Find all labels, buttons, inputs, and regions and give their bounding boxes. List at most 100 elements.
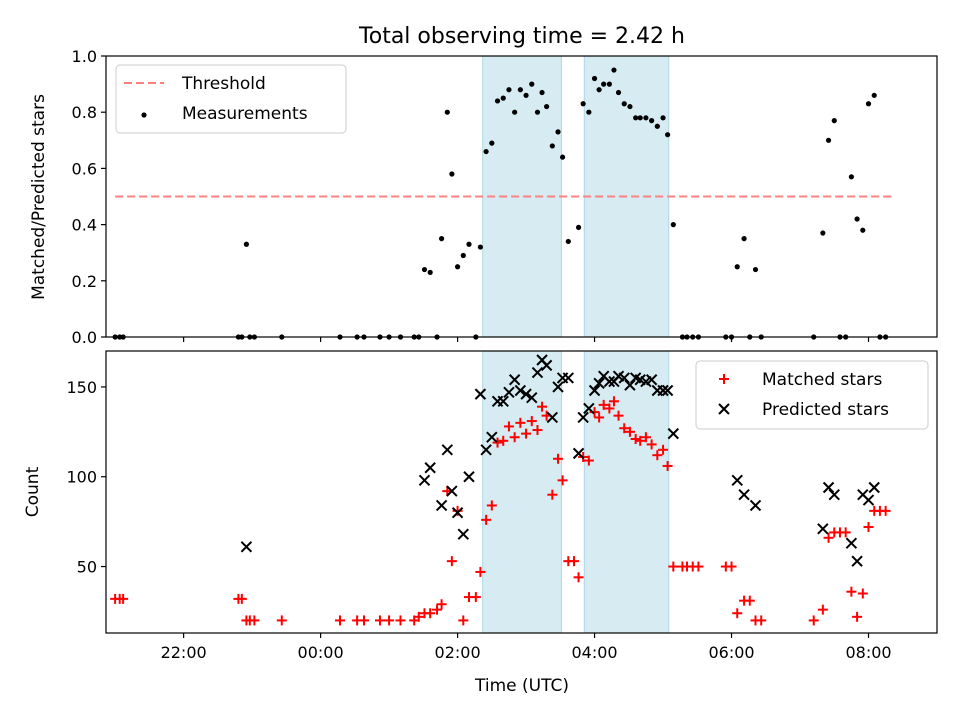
bottom-chart-predicted-stars-point <box>868 481 880 494</box>
bottom-chart-matched-stars-point <box>458 615 469 626</box>
bottom-chart-predicted-stars-point <box>738 488 750 501</box>
bottom-chart-matched-stars-point <box>521 428 532 439</box>
bottom-chart-matched-stars-point <box>547 489 558 500</box>
top-chart-measurement-point <box>580 101 586 107</box>
bottom-chart-matched-stars-point <box>470 592 481 603</box>
top-chart-measurement-point <box>586 109 592 115</box>
bottom-chart-matched-stars-point <box>374 615 385 626</box>
top-chart-measurement-point <box>454 264 461 270</box>
top-chart-measurement-point <box>539 89 545 96</box>
bottom-chart-predicted-stars-point <box>603 375 616 388</box>
bottom-chart-matched-stars-point <box>662 460 673 471</box>
bottom-chart-matched-stars-point <box>732 608 743 619</box>
bottom-chart-matched-stars-point <box>619 423 630 434</box>
bottom-chart-predicted-stars-point <box>474 388 487 400</box>
bottom-chart-predicted-stars-point <box>418 474 431 487</box>
x-stroke <box>645 374 658 386</box>
x-stroke <box>603 375 616 388</box>
top-chart-measurement-point <box>449 171 455 177</box>
bottom-chart-predicted-stars-point <box>531 366 544 379</box>
bottom-chart-matched-stars-point <box>693 561 704 572</box>
bottom-chart-y-tick-label: 50 <box>77 558 97 577</box>
bottom-chart-predicted-stars-point <box>624 379 636 391</box>
bottom-chart-matched-stars-point <box>846 586 857 597</box>
bottom-chart-matched-stars-point <box>425 608 436 619</box>
bottom-chart-y-tick-label: 100 <box>66 468 97 487</box>
top-chart-measurement-point <box>860 227 866 233</box>
x-stroke <box>593 377 605 390</box>
top-chart-measurement-point <box>611 67 617 73</box>
bottom-chart-matched-stars-point <box>744 595 755 606</box>
top-chart-measurement-point <box>670 222 676 228</box>
bottom-chart-matched-stars-point <box>384 615 395 626</box>
bottom-chart-y-axis-label: Count <box>23 466 43 517</box>
bottom-chart-legend: Matched stars Predicted stars <box>695 360 929 430</box>
bottom-chart-matched-stars-point <box>604 403 615 414</box>
bottom-chart-predicted-stars-point <box>526 391 538 404</box>
top-chart-measurement-point <box>523 92 529 98</box>
bottom-chart-matched-stars-point <box>880 505 891 516</box>
bottom-chart-matched-stars-point <box>335 615 346 626</box>
top-chart-measurement-point <box>565 238 571 245</box>
top-chart-y-tick-label: 0.2 <box>72 272 97 291</box>
x-stroke <box>868 481 880 494</box>
bottom-chart-predicted-stars-point <box>645 374 658 386</box>
bottom-chart-predicted-stars-point <box>451 506 464 519</box>
x-stroke <box>817 523 829 535</box>
bottom-chart-predicted-stars-point <box>503 386 515 399</box>
x-stroke <box>618 372 630 384</box>
x-stroke <box>520 388 532 400</box>
bottom-chart-matched-stars-point <box>509 432 520 443</box>
bottom-chart-matched-stars-point <box>537 401 548 412</box>
x-stroke <box>572 447 585 460</box>
bottom-chart-predicted-stars-point <box>514 384 527 397</box>
bottom-chart-matched-stars-point <box>503 421 514 432</box>
top-chart-measurement-point <box>734 264 740 270</box>
x-stroke <box>526 391 538 404</box>
top-chart-measurement-point <box>438 236 445 242</box>
legend-label: Measurements <box>182 104 308 124</box>
x-stroke <box>240 541 253 553</box>
bottom-chart-predicted-stars-point <box>562 372 575 384</box>
top-chart-measurement-point <box>483 148 489 155</box>
bottom-chart-matched-stars-point <box>598 399 609 410</box>
bottom-chart-matched-stars-point <box>358 615 369 626</box>
top-chart-measurement-point <box>575 224 582 231</box>
x-stroke <box>463 471 475 483</box>
bottom-chart-matched-stars-point <box>863 522 874 533</box>
top-chart-title: Total observing time = 2.42 h <box>358 24 685 49</box>
x-stroke <box>451 506 464 519</box>
top-chart-measurement-point <box>596 87 602 93</box>
top-chart-measurement-point <box>489 140 495 146</box>
bottom-chart-matched-stars-point <box>526 416 537 427</box>
x-stroke <box>446 485 458 497</box>
bottom-chart-matched-stars-point <box>823 532 834 543</box>
top-chart-measurement-point <box>512 109 518 115</box>
legend-predicted-stars-swatch <box>718 403 730 415</box>
bottom-chart-matched-stars-point <box>658 444 669 455</box>
x-stroke <box>857 488 869 501</box>
x-stroke <box>441 444 454 456</box>
x-stroke <box>531 366 544 379</box>
bottom-chart-matched-stars-point <box>557 475 568 486</box>
bottom-chart-matched-stars-point <box>652 450 663 461</box>
bottom-chart-x-tick-label: 04:00 <box>572 643 618 662</box>
bottom-chart-x-tick-label: 02:00 <box>435 643 481 662</box>
bottom-chart-predicted-stars-point <box>441 444 454 456</box>
legend-label: Predicted stars <box>762 400 889 420</box>
x-stroke <box>546 411 559 424</box>
top-chart: 0.0 0.2 0.4 0.6 0.8 1.0 Threshold Measurements <box>72 47 938 347</box>
bottom-chart-predicted-stars-point <box>546 411 559 424</box>
top-chart-measurement-point <box>752 266 759 273</box>
bottom-chart-matched-stars-point <box>817 604 828 615</box>
x-stroke <box>552 381 564 393</box>
x-stroke <box>540 359 553 372</box>
top-chart-measurement-point <box>243 241 250 247</box>
top-chart-measurement-point <box>820 230 826 236</box>
bottom-chart-shaded-interval <box>584 351 669 633</box>
bottom-chart-matched-stars-point <box>608 396 619 407</box>
legend-box <box>115 64 347 134</box>
x-stroke <box>634 374 646 386</box>
bottom-chart-predicted-stars-point <box>731 474 743 487</box>
top-chart-measurement-point <box>517 87 523 93</box>
